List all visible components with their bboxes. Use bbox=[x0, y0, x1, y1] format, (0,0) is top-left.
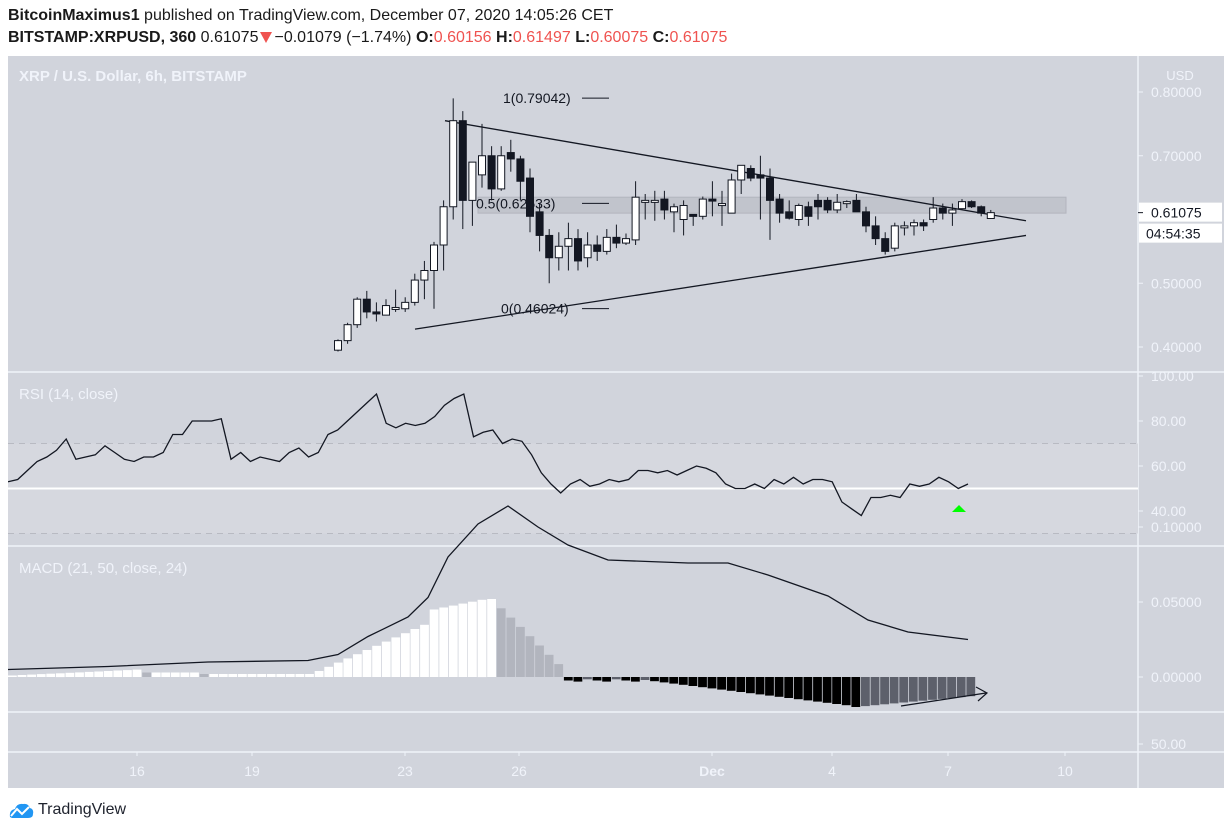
down-triangle-icon bbox=[260, 32, 273, 44]
published-text: published on TradingView.com, December 0… bbox=[144, 7, 614, 24]
svg-text:100.00: 100.00 bbox=[1151, 368, 1194, 384]
rsi-pane-title: RSI (14, close) bbox=[19, 386, 118, 403]
svg-text:0.80000: 0.80000 bbox=[1151, 84, 1202, 100]
svg-text:0.5(0.62533): 0.5(0.62533) bbox=[476, 195, 555, 211]
svg-text:Dec: Dec bbox=[699, 763, 725, 779]
close-value: 0.61075 bbox=[669, 29, 728, 46]
footer: TradingView bbox=[8, 800, 126, 820]
price-change: −0.01079 (−1.74%) bbox=[274, 29, 412, 46]
chart-area[interactable]: XRP / U.S. Dollar, 6h, BITSTAMP RSI (14, … bbox=[8, 56, 1224, 788]
publish-info: BitcoinMaximus1 published on TradingView… bbox=[8, 7, 613, 25]
svg-text:26: 26 bbox=[511, 763, 527, 779]
svg-text:1(0.79042): 1(0.79042) bbox=[503, 90, 571, 106]
tradingview-logo-icon bbox=[9, 803, 34, 818]
macd-pane-title: MACD (21, 50, close, 24) bbox=[19, 560, 187, 577]
author: BitcoinMaximus1 bbox=[8, 7, 140, 24]
svg-text:0.05000: 0.05000 bbox=[1151, 594, 1202, 610]
svg-text:50.00: 50.00 bbox=[1151, 736, 1186, 752]
open-label: O: bbox=[415, 29, 434, 46]
svg-text:80.00: 80.00 bbox=[1151, 413, 1186, 429]
svg-text:0.40000: 0.40000 bbox=[1151, 339, 1202, 355]
svg-text:60.00: 60.00 bbox=[1151, 458, 1186, 474]
svg-text:4: 4 bbox=[828, 763, 836, 779]
last-price: 0.61075 bbox=[200, 29, 259, 46]
svg-text:0.10000: 0.10000 bbox=[1151, 519, 1202, 535]
low-value: 0.60075 bbox=[590, 29, 649, 46]
close-label: C: bbox=[652, 29, 670, 46]
svg-text:16: 16 bbox=[129, 763, 145, 779]
svg-text:0.00000: 0.00000 bbox=[1151, 669, 1202, 685]
svg-text:23: 23 bbox=[397, 763, 413, 779]
svg-text:04:54:35: 04:54:35 bbox=[1146, 226, 1201, 242]
high-label: H: bbox=[496, 29, 513, 46]
svg-text:0(0.46024): 0(0.46024) bbox=[501, 301, 569, 317]
symbol: BITSTAMP:XRPUSD, 360 bbox=[8, 29, 197, 46]
low-label: L: bbox=[575, 29, 591, 46]
price-pane-title: XRP / U.S. Dollar, 6h, BITSTAMP bbox=[19, 68, 247, 85]
chart-canvas[interactable]: XRP / U.S. Dollar, 6h, BITSTAMP RSI (14, … bbox=[8, 56, 1224, 788]
open-value: 0.60156 bbox=[433, 29, 492, 46]
svg-text:19: 19 bbox=[244, 763, 260, 779]
high-value: 0.61497 bbox=[512, 29, 571, 46]
svg-text:7: 7 bbox=[944, 763, 952, 779]
brand-name: TradingView bbox=[38, 801, 127, 818]
svg-text:40.00: 40.00 bbox=[1151, 503, 1186, 519]
symbol-info: BITSTAMP:XRPUSD, 360 0.61075 −0.01079 (−1… bbox=[8, 29, 727, 47]
svg-text:0.61075: 0.61075 bbox=[1151, 205, 1202, 221]
svg-text:USD: USD bbox=[1166, 68, 1193, 83]
svg-text:0.50000: 0.50000 bbox=[1151, 275, 1202, 291]
svg-text:10: 10 bbox=[1057, 763, 1073, 779]
svg-text:0.70000: 0.70000 bbox=[1151, 148, 1202, 164]
